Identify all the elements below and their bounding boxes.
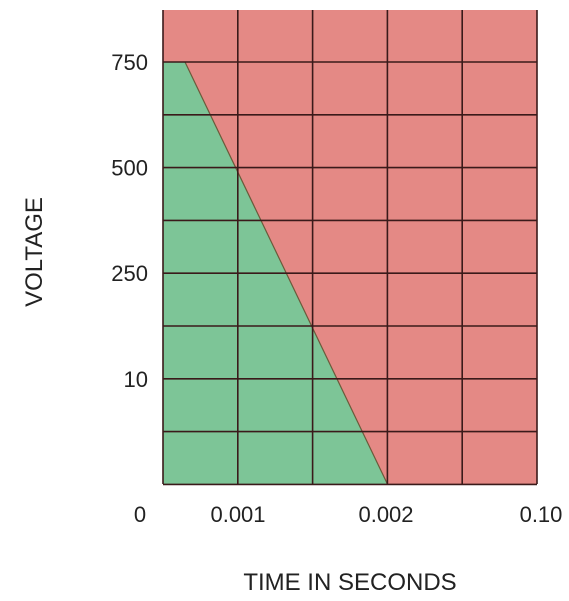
y-axis-title: VOLTAGE (21, 197, 48, 307)
x-tick-label: 0.10 (520, 502, 563, 527)
x-tick-labels: 0 0.001 0.002 0.10 (134, 502, 563, 527)
y-tick-labels: 750 500 250 10 (111, 50, 148, 392)
x-axis-title: TIME IN SECONDS (243, 569, 456, 596)
x-tick-label: 0.001 (210, 502, 265, 527)
plot-area (163, 10, 537, 485)
y-tick-label: 750 (111, 50, 148, 75)
y-tick-label: 250 (111, 261, 148, 286)
y-tick-label: 500 (111, 156, 148, 181)
x-tick-label: 0.002 (358, 502, 413, 527)
y-tick-label: 10 (124, 367, 148, 392)
x-tick-label: 0 (134, 502, 146, 527)
grid-lines (162, 10, 538, 486)
